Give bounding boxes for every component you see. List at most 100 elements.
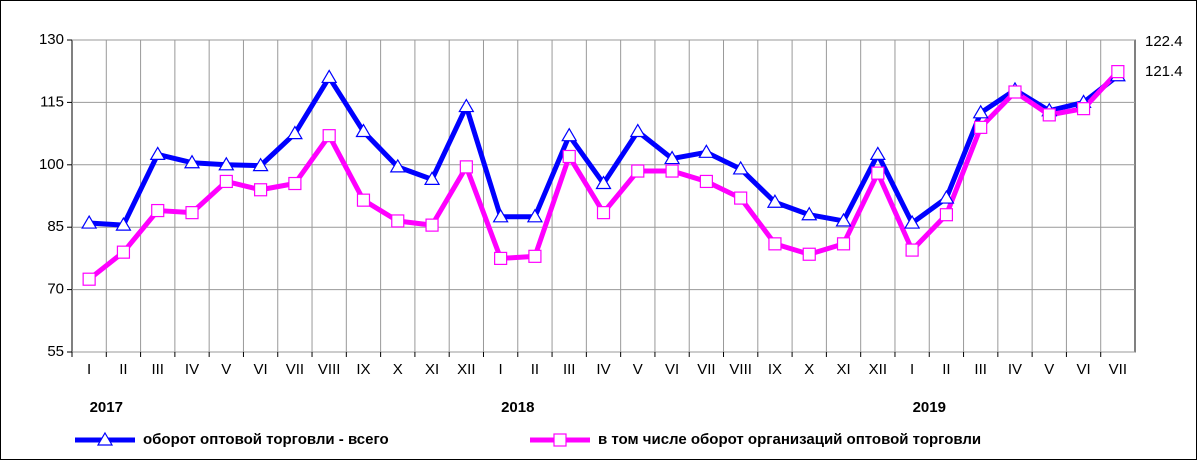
triangle-marker	[492, 208, 509, 223]
square-marker	[974, 120, 988, 134]
square-marker	[836, 237, 851, 251]
x-tick-label: IV	[185, 361, 199, 378]
x-tick-label: IX	[768, 361, 782, 378]
x-tick-label: I	[499, 361, 503, 378]
triangle-marker	[355, 123, 372, 138]
x-tick-label: XII	[457, 361, 475, 378]
square-marker	[631, 164, 645, 178]
triangle-marker	[595, 175, 612, 190]
triangle-marker	[801, 206, 818, 221]
square-marker	[939, 208, 954, 222]
triangle-marker	[149, 146, 166, 160]
x-tick-label: III	[974, 361, 987, 378]
x-tick-label: X	[393, 361, 403, 378]
y-tick-label: 85	[47, 218, 64, 235]
square-marker	[116, 245, 131, 259]
triangle-marker	[389, 158, 406, 173]
square-marker	[905, 243, 919, 257]
x-tick-label: XII	[869, 361, 887, 378]
x-tick-label: VI	[254, 361, 268, 378]
x-tick-label: VII	[286, 361, 304, 378]
x-tick-label: VII	[697, 361, 715, 378]
square-marker	[768, 237, 782, 251]
x-tick-label: V	[633, 361, 643, 378]
x-tick-label: II	[531, 361, 539, 378]
square-marker	[553, 433, 567, 447]
square-marker	[151, 203, 165, 218]
square-marker	[459, 160, 473, 174]
triangle-marker	[869, 146, 886, 160]
triangle-marker	[664, 150, 681, 165]
plot-area	[71, 39, 1136, 353]
square-marker	[425, 218, 439, 232]
triangle-marker	[252, 157, 269, 172]
triangle-marker	[81, 214, 98, 229]
triangle-marker	[218, 156, 235, 171]
x-tick-label: IV	[596, 361, 610, 378]
x-tick-label: VII	[1109, 361, 1127, 378]
triangle-marker	[96, 431, 114, 446]
square-marker	[253, 183, 268, 197]
square-marker	[871, 166, 885, 180]
x-tick-label: I	[87, 361, 91, 378]
x-tick-label: VIII	[318, 361, 341, 378]
square-marker	[734, 191, 748, 205]
x-tick-label: V	[1044, 361, 1054, 378]
y-tick-label: 100	[39, 156, 64, 173]
square-marker	[1042, 108, 1056, 122]
triangle-marker	[732, 160, 749, 175]
square-marker	[1076, 102, 1091, 116]
legend-label: в том числе оборот организаций оптовой т…	[598, 431, 981, 448]
legend-label: оборот оптовой торговли - всего	[143, 431, 389, 448]
triangle-marker	[938, 189, 955, 204]
x-tick-label: XI	[836, 361, 850, 378]
year-label: 2017	[90, 399, 123, 416]
square-marker	[391, 214, 405, 228]
triangle-marker	[526, 208, 543, 223]
triangle-marker	[286, 125, 303, 140]
square-marker	[356, 193, 371, 207]
triangle-marker	[904, 214, 921, 229]
square-marker	[494, 251, 508, 265]
square-marker	[288, 176, 302, 191]
x-tick-label: VI	[665, 361, 679, 378]
square-marker	[1008, 85, 1022, 99]
x-tick-label: X	[804, 361, 814, 378]
x-tick-label: III	[563, 361, 576, 378]
x-tick-label: V	[221, 361, 231, 378]
triangle-marker	[561, 127, 578, 142]
square-marker	[185, 206, 199, 220]
y-tick-label: 55	[47, 343, 64, 360]
y-tick-label: 70	[47, 281, 64, 298]
year-label: 2019	[913, 399, 946, 416]
square-marker	[528, 249, 542, 263]
triangle-marker	[321, 69, 338, 84]
x-tick-label: IV	[1008, 361, 1022, 378]
x-tick-label: VIII	[729, 361, 752, 378]
square-marker	[699, 174, 713, 189]
x-tick-label: VI	[1076, 361, 1090, 378]
triangle-marker	[424, 171, 441, 185]
square-marker	[82, 272, 96, 286]
square-marker	[322, 129, 336, 143]
square-marker	[596, 206, 611, 220]
x-tick-label: II	[942, 361, 950, 378]
square-marker	[1111, 65, 1125, 79]
triangle-marker	[458, 98, 475, 113]
triangle-marker	[698, 144, 715, 158]
x-tick-label: II	[119, 361, 127, 378]
x-tick-label: I	[910, 361, 914, 378]
square-marker	[562, 149, 576, 164]
triangle-marker	[115, 216, 132, 231]
x-tick-label: IX	[356, 361, 370, 378]
triangle-marker	[766, 194, 783, 208]
y-tick-label: 130	[39, 31, 64, 48]
x-tick-label: III	[151, 361, 164, 378]
triangle-marker	[835, 212, 852, 227]
end-value-label: 121.4	[1145, 63, 1183, 80]
y-tick-label: 115	[40, 93, 64, 110]
year-label: 2018	[501, 399, 534, 416]
triangle-marker	[183, 154, 201, 169]
